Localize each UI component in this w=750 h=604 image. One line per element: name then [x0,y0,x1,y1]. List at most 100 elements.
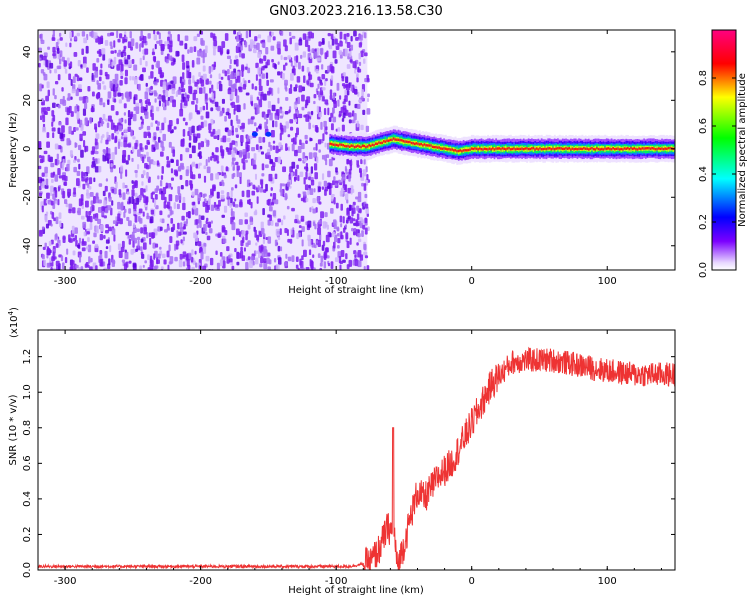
noise-speckle [77,158,80,163]
noise-speckle [132,227,137,233]
noise-speckle [142,156,145,164]
noise-speckle [362,224,366,230]
noise-speckle [55,200,58,205]
noise-speckle [140,73,144,81]
noise-speckle [337,99,340,107]
noise-speckle [286,205,290,210]
noise-speckle [294,101,298,105]
noise-speckle [84,118,88,126]
noise-speckle [249,135,253,140]
signal-cell [558,147,561,150]
noise-speckle [226,49,230,55]
signal-cell [618,148,621,151]
noise-speckle [191,145,196,154]
noise-speckle [349,217,354,224]
noise-speckle [107,91,112,99]
signal-cell [472,147,475,151]
signal-cell [443,147,446,150]
noise-speckle [50,162,55,168]
noise-speckle [221,227,226,232]
noise-speckle [358,167,362,174]
noise-speckle [301,94,305,102]
signal-cell [552,147,555,150]
y-tick-label: 0.4 [22,491,33,507]
noise-speckle [220,165,224,172]
noise-speckle [154,265,159,269]
noise-speckle [322,221,327,229]
noise-speckle [270,220,274,226]
noise-speckle [137,239,140,248]
noise-speckle [137,236,141,241]
noise-speckle [57,168,61,176]
signal-cell [439,147,442,150]
noise-speckle [364,32,367,39]
noise-speckle [38,185,42,191]
noise-speckle [135,248,138,253]
noise-speckle [103,149,107,154]
noise-speckle [78,77,83,82]
noise-speckle [318,149,321,153]
noise-speckle [283,64,286,71]
noise-speckle [333,241,336,249]
noise-speckle [247,224,251,230]
noise-speckle [333,176,336,181]
noise-speckle [263,114,267,120]
signal-cell [589,147,592,150]
noise-speckle [360,50,364,58]
noise-speckle [329,89,333,96]
noise-speckle [180,138,185,147]
noise-speckle [173,58,176,63]
noise-speckle [357,249,362,258]
noise-speckle [320,255,324,263]
signal-cell [633,147,636,150]
noise-speckle [104,230,109,234]
noise-speckle [113,234,116,242]
noise-speckle [315,69,319,74]
noise-speckle [195,219,199,225]
signal-cell [418,143,421,146]
signal-band [329,125,675,165]
noise-speckle [110,50,115,54]
noise-speckle [164,41,167,47]
noise-speckle [304,104,308,109]
noise-speckle [357,232,361,238]
noise-speckle [158,100,161,107]
signal-cell [659,147,662,151]
noise-speckle [56,47,60,54]
noise-speckle [139,143,143,151]
noise-speckle [183,100,187,106]
noise-speckle [301,226,305,233]
signal-cell [409,140,411,144]
noise-speckle [216,160,220,164]
noise-speckle [102,102,106,108]
noise-speckle [245,242,249,247]
noise-speckle [259,145,263,150]
noise-speckle [192,75,195,84]
noise-speckle [277,245,281,252]
noise-speckle [332,219,337,226]
noise-speckle [351,204,355,209]
noise-speckle [325,78,328,82]
noise-speckle [234,184,238,189]
signal-cell [656,147,659,151]
noise-speckle [348,112,352,118]
noise-speckle [343,84,346,89]
noise-speckle [117,243,122,251]
noise-speckle [295,55,299,63]
signal-cell [479,147,481,150]
noise-speckle [254,229,257,238]
noise-speckle [203,243,207,248]
noise-speckle [117,141,121,149]
noise-speckle [153,199,157,208]
noise-speckle [271,58,274,63]
noise-speckle [221,214,225,218]
noise-speckle [74,73,78,77]
noise-speckle [86,231,90,235]
noise-speckle [364,193,368,199]
signal-cell [425,144,428,147]
noise-speckle [67,188,72,197]
noise-speckle [250,118,254,125]
noise-speckle [241,190,245,198]
signal-cell [381,141,384,145]
noise-speckle [283,56,288,61]
